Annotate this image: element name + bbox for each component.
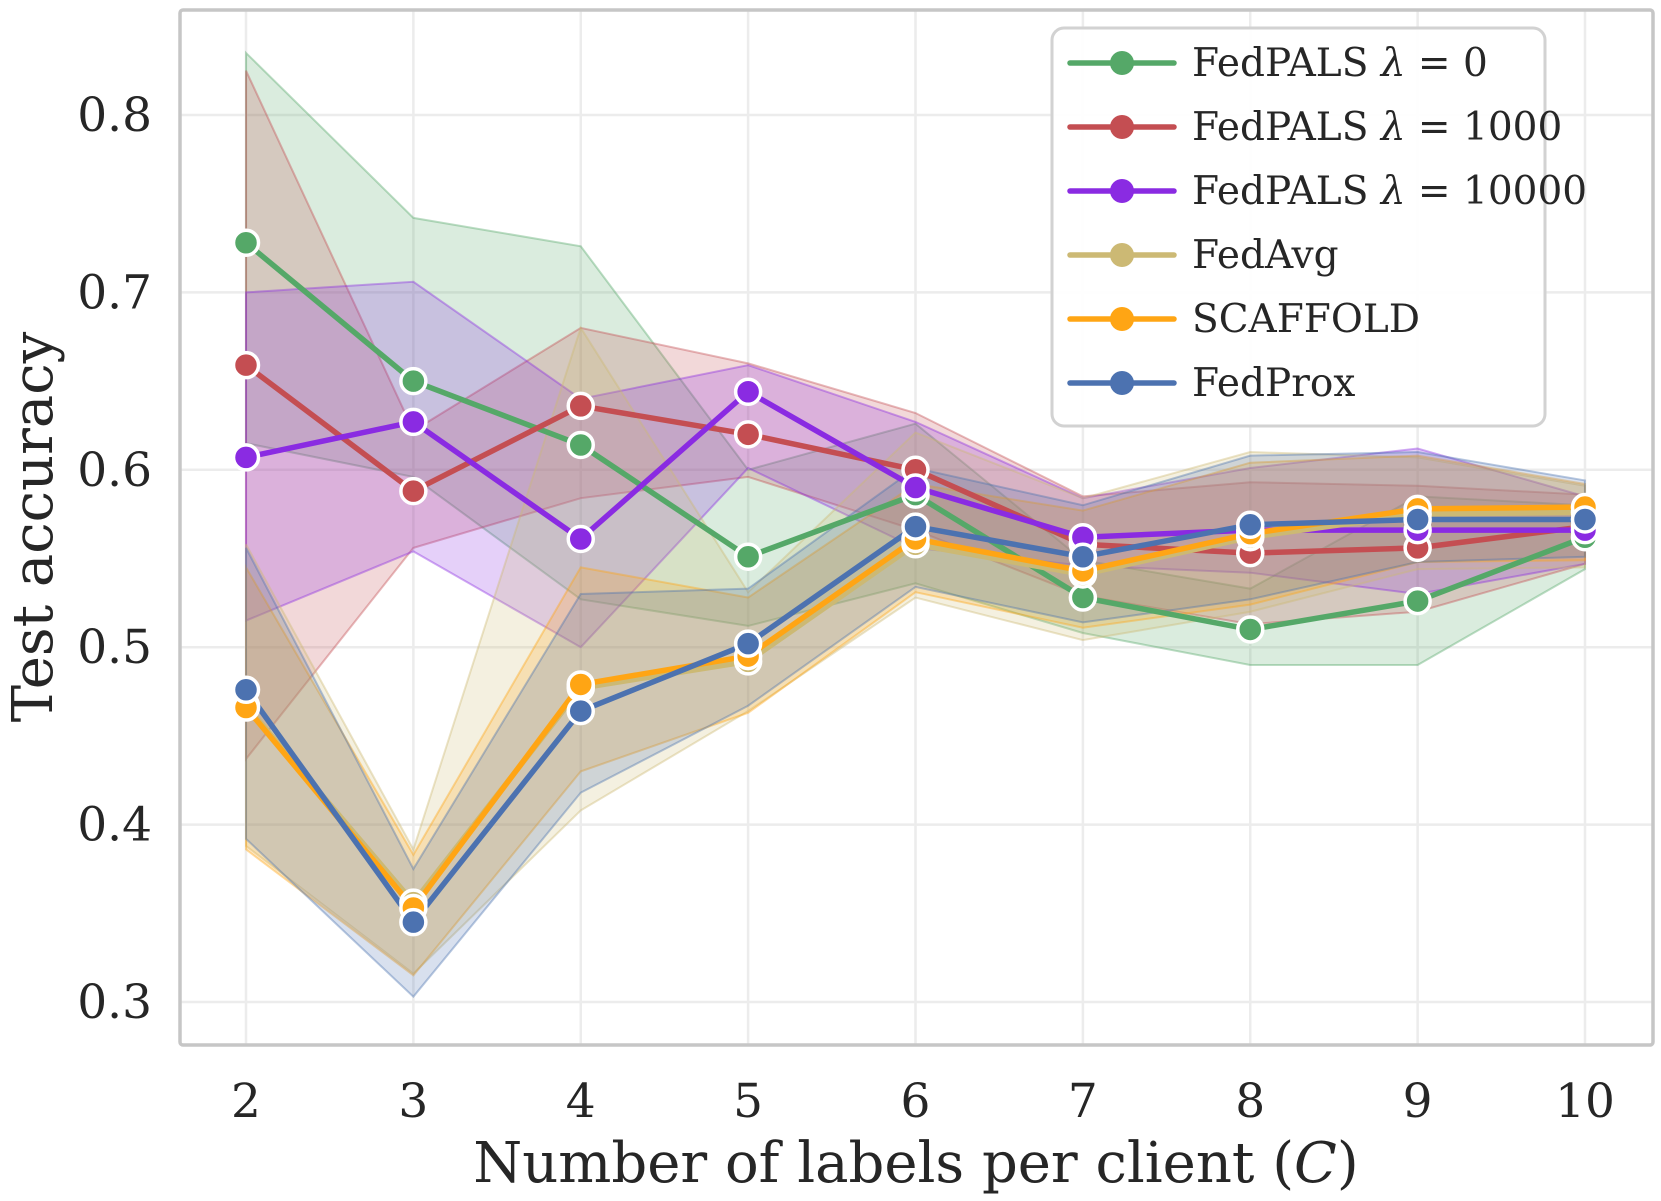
legend-label-fedpals-0: FedPALS λ = 0	[1192, 41, 1488, 86]
confidence-band-fedpals-1000	[245, 70, 1586, 762]
x-tick-label: 7	[1068, 1074, 1098, 1129]
legend: FedPALS λ = 0 FedPALS λ = 1000 FedPALS λ =…	[1050, 26, 1587, 428]
y-tick-label: 0.3	[77, 975, 152, 1030]
legend-label-fedpals-10000: FedPALS λ = 10000	[1192, 169, 1587, 214]
y-tick-label: 0.8	[77, 88, 152, 143]
data-point	[1236, 510, 1265, 540]
legend-label-fedprox: FedProx	[1192, 361, 1355, 406]
legend-marker-fedpals-10000	[1110, 179, 1134, 203]
data-point	[231, 443, 261, 472]
data-point	[231, 350, 261, 380]
y-tick-label: 0.4	[77, 798, 152, 853]
data-point	[566, 670, 595, 699]
confidence-band-fedpals-0	[245, 50, 1586, 666]
legend-marker-fedavg	[1110, 243, 1134, 267]
x-tick-label: 10	[1555, 1074, 1615, 1129]
x-axis-label: Number of labels per client (C)	[473, 1131, 1359, 1196]
data-point	[399, 476, 428, 506]
x-tick-label: 8	[1235, 1074, 1265, 1129]
data-point	[901, 512, 930, 541]
x-tick-label: 5	[733, 1074, 763, 1129]
x-tick-label: 2	[231, 1074, 261, 1129]
data-point	[733, 377, 763, 406]
data-point	[733, 542, 763, 571]
x-tick-label: 3	[398, 1074, 428, 1129]
x-tick-labels: 2 3 4 5 6 7 8 9 10	[231, 1074, 1615, 1129]
data-point	[1068, 542, 1098, 571]
legend-marker-fedprox	[1110, 371, 1134, 395]
data-point	[1403, 505, 1432, 534]
data-point	[231, 228, 261, 257]
x-tick-label: 4	[566, 1074, 596, 1129]
axes-spines	[178, 8, 1655, 1047]
legend-marker-scaffold	[1110, 307, 1134, 331]
data-point	[1236, 615, 1265, 644]
data-point	[566, 696, 595, 726]
data-point	[399, 366, 428, 396]
data-point	[733, 420, 763, 449]
data-point	[901, 473, 930, 502]
y-tick-labels: 0.3 0.4 0.5 0.6 0.7 0.8	[77, 88, 152, 1030]
data-point	[399, 407, 428, 437]
x-tick-label: 6	[901, 1074, 931, 1129]
legend-label-fedpals-1000: FedPALS λ = 1000	[1192, 105, 1562, 150]
confidence-band-fedavg	[245, 325, 1586, 975]
data-point	[231, 675, 261, 705]
y-tick-label: 0.7	[77, 265, 152, 320]
y-tick-label: 0.5	[77, 620, 152, 675]
data-point	[1570, 505, 1600, 534]
data-point	[566, 430, 595, 460]
y-tick-label: 0.6	[77, 443, 152, 498]
series-markers	[231, 228, 1600, 937]
data-point	[566, 391, 595, 421]
data-point	[566, 524, 595, 554]
data-point	[1403, 586, 1432, 616]
confidence-band-fedprox	[245, 451, 1586, 999]
legend-label-scaffold: SCAFFOLD	[1192, 297, 1420, 342]
legend-marker-fedpals-1000	[1110, 115, 1134, 139]
legend-marker-fedpals-0	[1110, 51, 1134, 75]
data-point	[399, 907, 428, 937]
data-point	[1068, 583, 1098, 612]
y-axis-label: Test accuracy	[1, 331, 66, 722]
legend-label-fedavg: FedAvg	[1192, 233, 1339, 278]
x-tick-label: 9	[1403, 1074, 1433, 1129]
confidence-band-scaffold	[245, 454, 1586, 977]
data-point	[733, 629, 763, 658]
